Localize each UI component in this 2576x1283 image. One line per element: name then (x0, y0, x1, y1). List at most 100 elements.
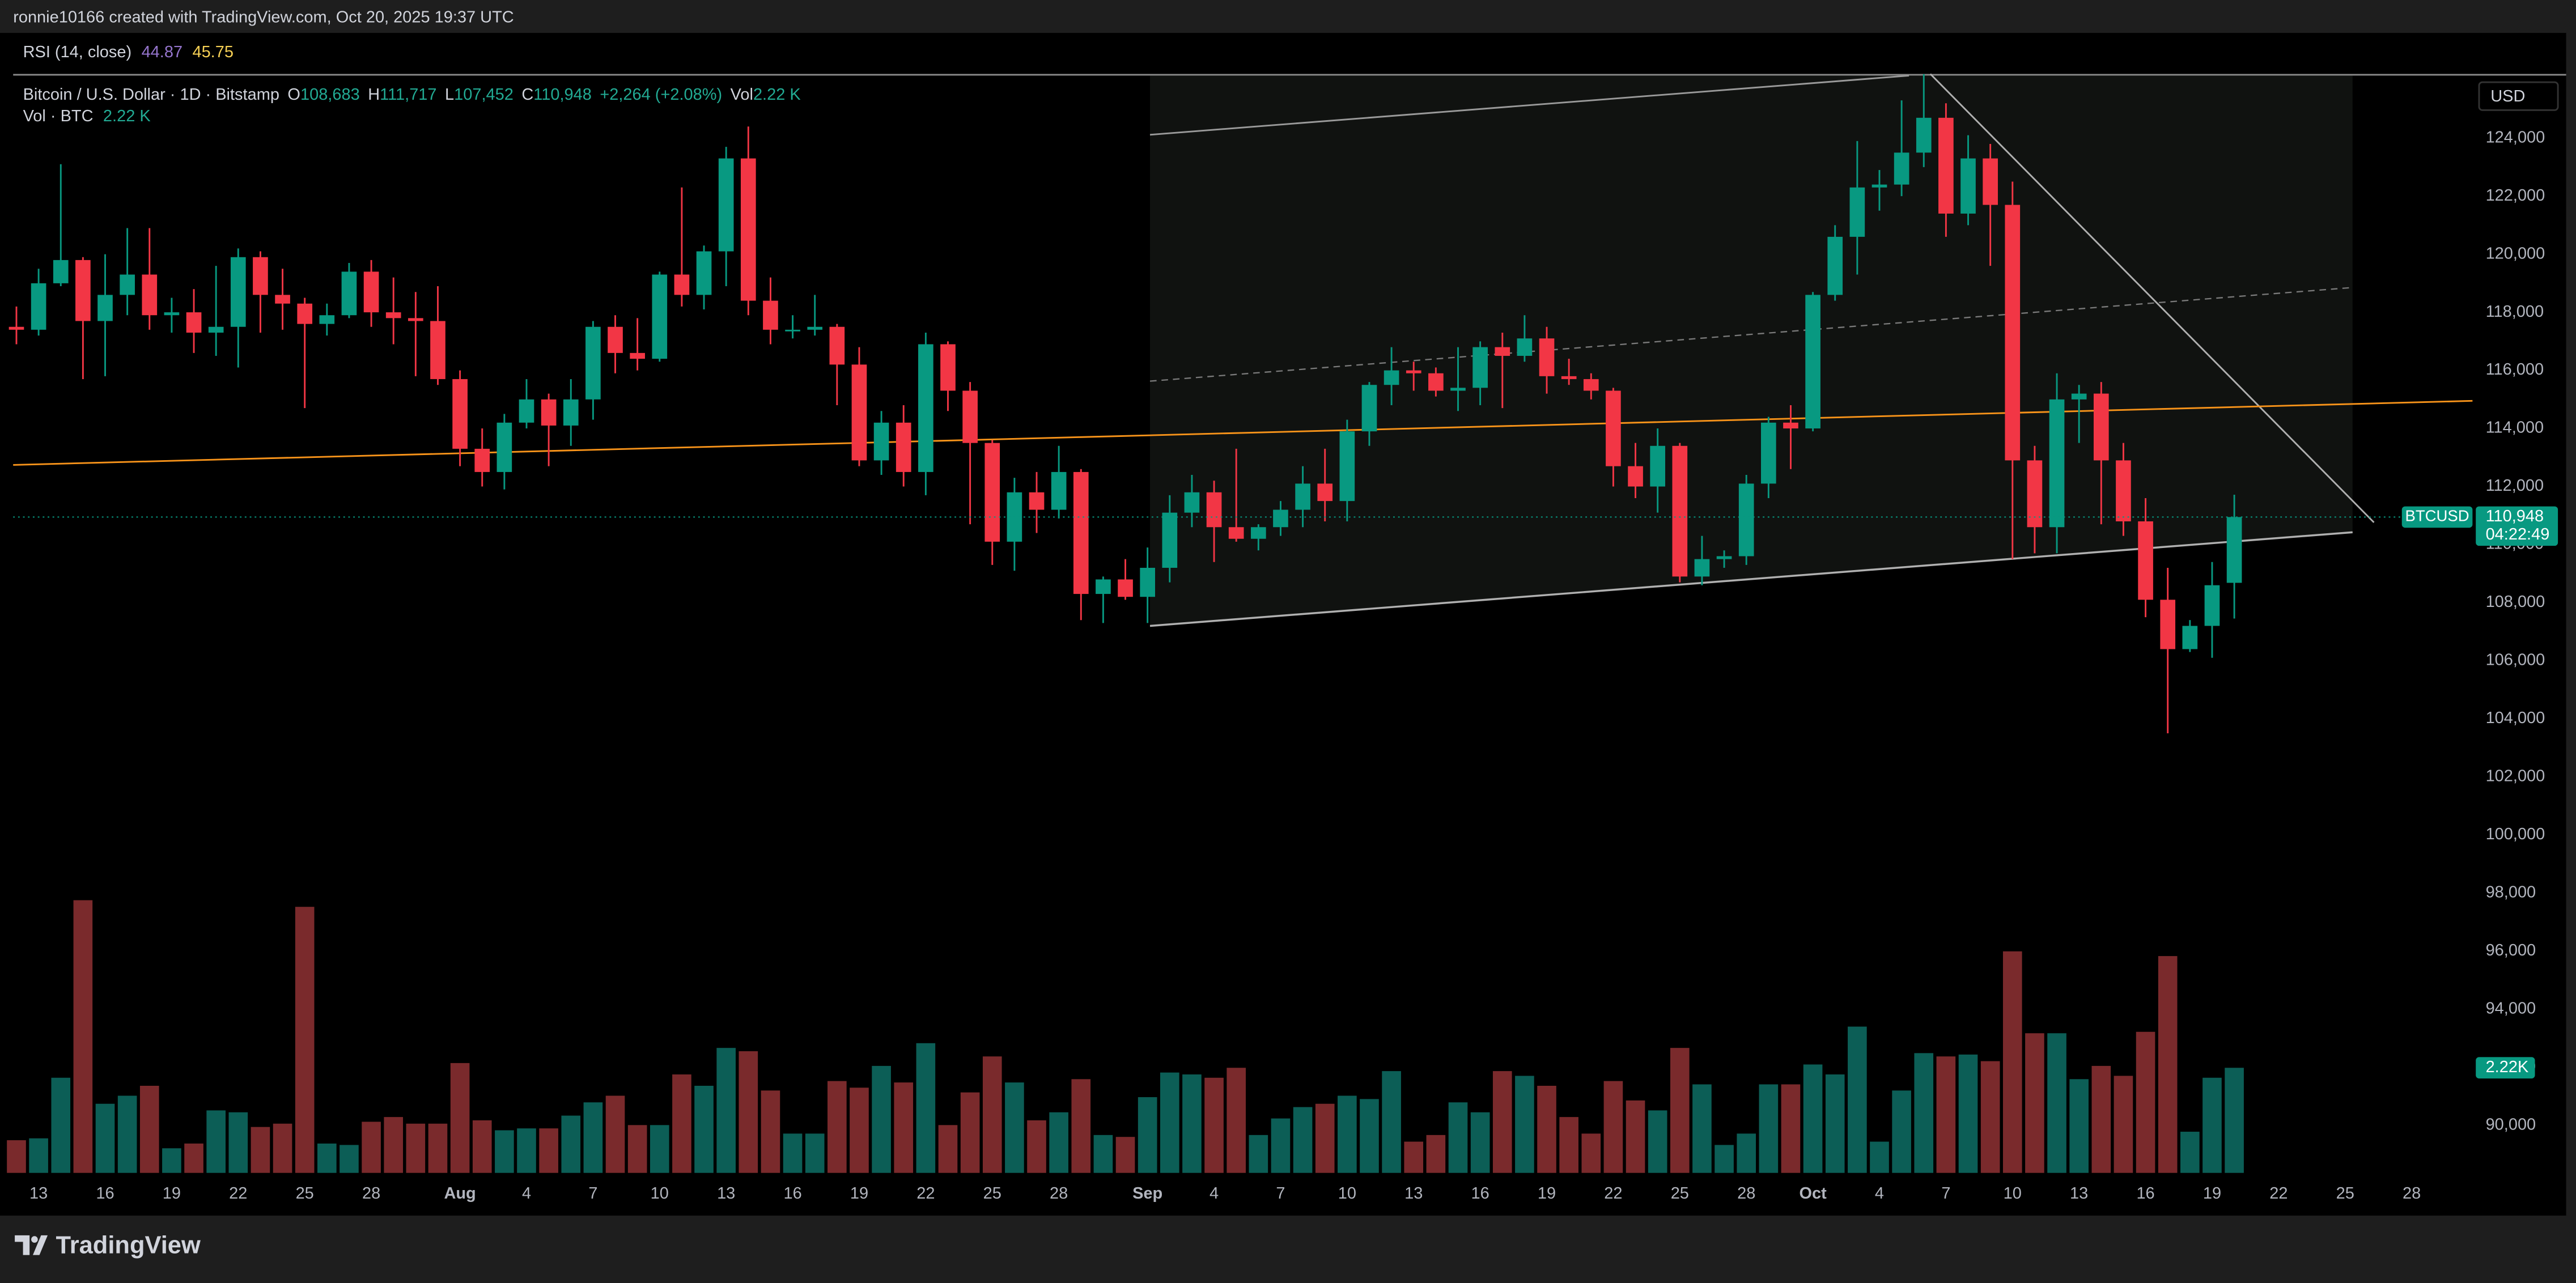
candle-body (1118, 579, 1133, 597)
volume-bar (7, 1140, 26, 1173)
candle-body (807, 326, 823, 330)
candle-body (763, 300, 778, 330)
volume-bar (1204, 1077, 1224, 1173)
candle-body (1694, 559, 1710, 577)
x-tick-label: 28 (1050, 1184, 1068, 1203)
brand-logo (15, 1235, 48, 1255)
volume-bar (1692, 1084, 1712, 1173)
candle-body (142, 274, 158, 316)
volume-bar (206, 1110, 226, 1173)
volume-bar (561, 1115, 581, 1173)
candle-body (1472, 347, 1488, 388)
candle-body (1583, 379, 1599, 391)
candle-body (2093, 393, 2109, 461)
x-tick-label: 22 (229, 1184, 247, 1203)
y-tick-label: 98,000 (2486, 883, 2536, 901)
candle-body (630, 352, 645, 359)
candle-body (1916, 117, 1932, 153)
x-tick-label: 4 (1875, 1184, 1884, 1203)
x-tick-label: 22 (1604, 1184, 1622, 1203)
ohlc-key: C (521, 86, 533, 104)
volume-bar (428, 1123, 448, 1173)
price-tag (2476, 506, 2558, 546)
volume-bar (1537, 1085, 1556, 1173)
x-tick-label: 19 (2203, 1184, 2221, 1203)
channel-upper (1149, 74, 1909, 136)
volume-name: Vol · BTC (23, 107, 94, 125)
volume-bar (783, 1133, 803, 1173)
vol-value: 2.22 K (753, 86, 801, 104)
volume-bar (2114, 1076, 2133, 1173)
volume-bar (1071, 1079, 1091, 1173)
y-tick-label: 102,000 (2486, 767, 2545, 785)
y-tick-label: 122,000 (2486, 186, 2545, 205)
x-tick-label: 16 (783, 1184, 801, 1203)
y-tick-label: 100,000 (2486, 825, 2545, 843)
candle-body (1051, 471, 1067, 510)
candle-body (785, 329, 800, 332)
volume-bar (938, 1125, 958, 1173)
y-tick-label: 96,000 (2486, 941, 2536, 959)
candle-body (1206, 492, 1222, 528)
volume-bar (517, 1128, 536, 1173)
candle-body (1983, 158, 1998, 205)
volume-bar (1848, 1026, 1867, 1173)
ohlc-value: 107,452 (454, 86, 513, 104)
candle-body (1250, 527, 1266, 539)
volume-bar (1027, 1120, 1046, 1173)
volume-bar (650, 1125, 669, 1173)
x-tick-label: 25 (2336, 1184, 2354, 1203)
volume-bar (805, 1133, 825, 1173)
candle-body (918, 344, 933, 472)
x-tick-label: Sep (1132, 1184, 1162, 1203)
candle-body (563, 399, 579, 426)
y-tick-label: 118,000 (2486, 303, 2544, 321)
volume-bar (2180, 1132, 2200, 1173)
credit: ronnie10166 created with TradingView.com… (13, 9, 514, 27)
x-tick-label: 19 (850, 1184, 868, 1203)
volume-bar (1115, 1137, 1135, 1173)
volume-bar (1227, 1068, 1246, 1173)
x-tick-label: 4 (522, 1184, 531, 1203)
x-tick-label: 13 (1404, 1184, 1423, 1203)
volume-bar (1714, 1145, 1734, 1173)
volume-bar (1980, 1061, 2000, 1173)
x-tick-label: 22 (2269, 1184, 2288, 1203)
y-tick-label: 112,000 (2486, 477, 2544, 495)
volume-bar (1737, 1133, 1756, 1173)
volume-bar (450, 1063, 470, 1173)
y-tick-label: 94,000 (2486, 999, 2536, 1017)
candle-body (2160, 600, 2176, 649)
candle-body (1495, 347, 1510, 356)
volume-bar (872, 1065, 891, 1173)
y-tick-label: 108,000 (2486, 593, 2545, 611)
volume-bar (672, 1074, 691, 1173)
currency-box[interactable] (2478, 81, 2559, 111)
candle-body (519, 399, 534, 423)
x-tick-label: 28 (362, 1184, 380, 1203)
candle-body (2182, 626, 2198, 649)
volume-bar (1936, 1056, 1956, 1173)
volume-bar (583, 1102, 603, 1173)
candle-body (1805, 295, 1820, 429)
volume-bar (1160, 1072, 1179, 1173)
volume-bar (384, 1117, 404, 1173)
candle-body (674, 274, 690, 295)
volume-bar (716, 1048, 736, 1173)
volume-bar (317, 1143, 337, 1173)
currency: USD (2490, 87, 2525, 105)
x-tick-label: 25 (1671, 1184, 1689, 1203)
volume-bar (2225, 1068, 2244, 1173)
volume-bar (894, 1082, 914, 1173)
candle-body (1406, 370, 1421, 373)
volume-bar (139, 1085, 159, 1173)
volume-bar (362, 1121, 381, 1173)
candle-body (496, 422, 512, 472)
volume-bar (406, 1123, 426, 1173)
candle-body (1361, 385, 1377, 432)
candle-body (385, 312, 401, 318)
x-tick-label: 28 (2403, 1184, 2421, 1203)
candle-body (1871, 184, 1887, 188)
candle-body (1317, 483, 1333, 502)
candle-body (1672, 445, 1688, 577)
